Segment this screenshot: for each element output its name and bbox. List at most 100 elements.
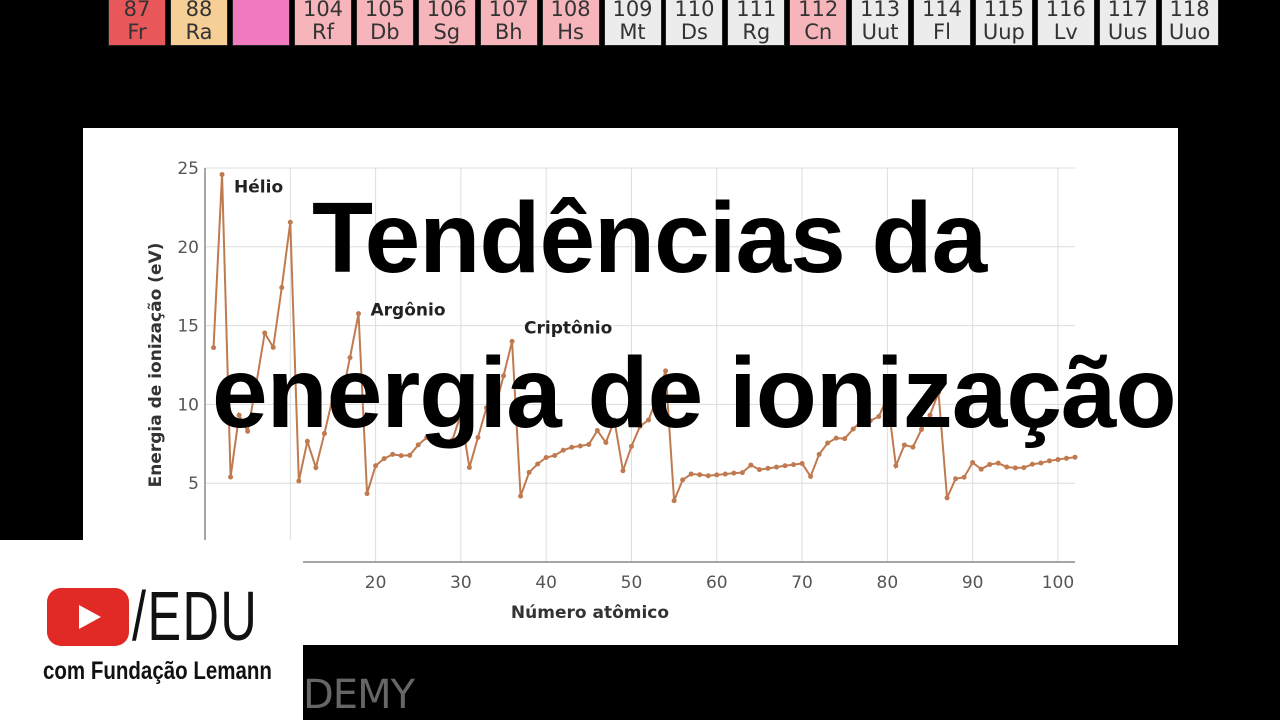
data-point bbox=[509, 338, 515, 344]
element-number: 87 bbox=[123, 0, 151, 21]
data-point bbox=[765, 465, 771, 471]
data-point bbox=[680, 477, 686, 483]
element-number: 117 bbox=[1107, 0, 1148, 21]
data-point bbox=[321, 431, 327, 437]
data-point bbox=[483, 405, 489, 411]
data-point bbox=[458, 411, 464, 417]
data-point bbox=[731, 470, 737, 476]
y-axis-label: Energia de ionização (eV) bbox=[146, 243, 166, 488]
data-point bbox=[688, 471, 694, 477]
data-point bbox=[296, 478, 302, 484]
element-cell: 88 Ra bbox=[170, 0, 228, 46]
element-symbol: Uus bbox=[1107, 20, 1148, 44]
x-tick-label: 100 bbox=[1042, 573, 1074, 593]
data-point bbox=[978, 466, 984, 472]
data-point bbox=[390, 451, 396, 457]
element-symbol: Uuo bbox=[1168, 20, 1211, 44]
data-point bbox=[748, 462, 754, 468]
data-point bbox=[304, 438, 310, 444]
data-point bbox=[995, 460, 1001, 466]
data-point bbox=[808, 473, 814, 479]
data-point bbox=[816, 451, 822, 457]
data-point bbox=[987, 461, 993, 467]
data-point bbox=[594, 428, 600, 434]
data-point bbox=[859, 418, 865, 424]
annotation-label: Argônio bbox=[371, 301, 446, 321]
element-cell: 110 Ds bbox=[665, 0, 724, 46]
element-number: 112 bbox=[798, 0, 839, 21]
element-symbol: Fl bbox=[933, 20, 951, 44]
annotation-label: Criptônio bbox=[524, 318, 612, 338]
data-point bbox=[791, 462, 797, 468]
element-number: 104 bbox=[302, 0, 344, 21]
ionization-energy-chart: 102030405060708090100510152025Número atô… bbox=[146, 159, 1078, 623]
watermark-text: DEMY bbox=[303, 672, 415, 718]
data-point bbox=[944, 495, 950, 501]
data-point bbox=[577, 443, 583, 449]
data-point bbox=[330, 394, 336, 400]
element-number: 111 bbox=[736, 0, 777, 21]
element-number: 118 bbox=[1169, 0, 1210, 21]
data-point bbox=[441, 439, 447, 445]
data-point bbox=[347, 355, 353, 361]
data-point bbox=[901, 442, 907, 448]
data-point bbox=[432, 435, 438, 441]
element-cell bbox=[232, 0, 290, 46]
data-point bbox=[535, 461, 541, 467]
data-point bbox=[219, 171, 225, 177]
data-point bbox=[611, 417, 617, 423]
element-cell: 107 Bh bbox=[479, 0, 538, 46]
data-point bbox=[654, 394, 660, 400]
data-point bbox=[279, 284, 285, 290]
data-point bbox=[1004, 464, 1010, 470]
data-point bbox=[961, 474, 967, 480]
y-tick-label: 15 bbox=[177, 317, 199, 337]
data-point bbox=[518, 493, 524, 499]
element-symbol: Rg bbox=[742, 20, 771, 44]
data-point bbox=[646, 417, 652, 423]
data-point bbox=[628, 443, 634, 449]
data-point bbox=[1012, 465, 1018, 471]
y-tick-label: 10 bbox=[177, 395, 199, 415]
data-point bbox=[953, 476, 959, 482]
element-number: 109 bbox=[612, 0, 653, 21]
data-point bbox=[936, 390, 942, 396]
data-point bbox=[714, 472, 720, 478]
data-point bbox=[884, 394, 890, 400]
element-symbol: Rf bbox=[312, 20, 334, 44]
data-point bbox=[842, 436, 848, 442]
element-number: 114 bbox=[921, 0, 963, 21]
data-point bbox=[773, 464, 779, 470]
element-cell: 112 Cn bbox=[789, 0, 848, 46]
data-point bbox=[424, 434, 430, 440]
data-point bbox=[543, 455, 549, 461]
data-point bbox=[373, 463, 379, 469]
data-point bbox=[850, 426, 856, 432]
element-cell: 113 Uut bbox=[851, 0, 910, 46]
data-point bbox=[449, 437, 455, 443]
element-cell: 109 Mt bbox=[603, 0, 662, 46]
youtube-edu-logo: /EDU com Fundação Lemann bbox=[0, 540, 303, 720]
data-point bbox=[313, 465, 319, 471]
element-symbol: Mt bbox=[619, 20, 646, 44]
data-point bbox=[782, 463, 788, 469]
data-point bbox=[671, 498, 677, 504]
element-cell: 114 Fl bbox=[913, 0, 971, 46]
data-point bbox=[756, 467, 762, 473]
element-symbol: Cn bbox=[804, 20, 833, 44]
data-point bbox=[381, 456, 387, 462]
data-point bbox=[398, 453, 404, 459]
data-point bbox=[569, 444, 575, 450]
youtube-play-icon bbox=[47, 588, 129, 646]
y-tick-label: 20 bbox=[177, 238, 199, 258]
data-point bbox=[415, 442, 421, 448]
data-point bbox=[586, 441, 592, 447]
data-point bbox=[910, 444, 916, 450]
data-point bbox=[1072, 454, 1078, 460]
element-cell: 117 Uus bbox=[1098, 0, 1157, 46]
element-cell: 116 Lv bbox=[1036, 0, 1095, 46]
data-line bbox=[212, 174, 1076, 502]
data-point bbox=[466, 464, 472, 470]
element-number: 110 bbox=[674, 0, 715, 21]
data-point bbox=[867, 418, 873, 424]
